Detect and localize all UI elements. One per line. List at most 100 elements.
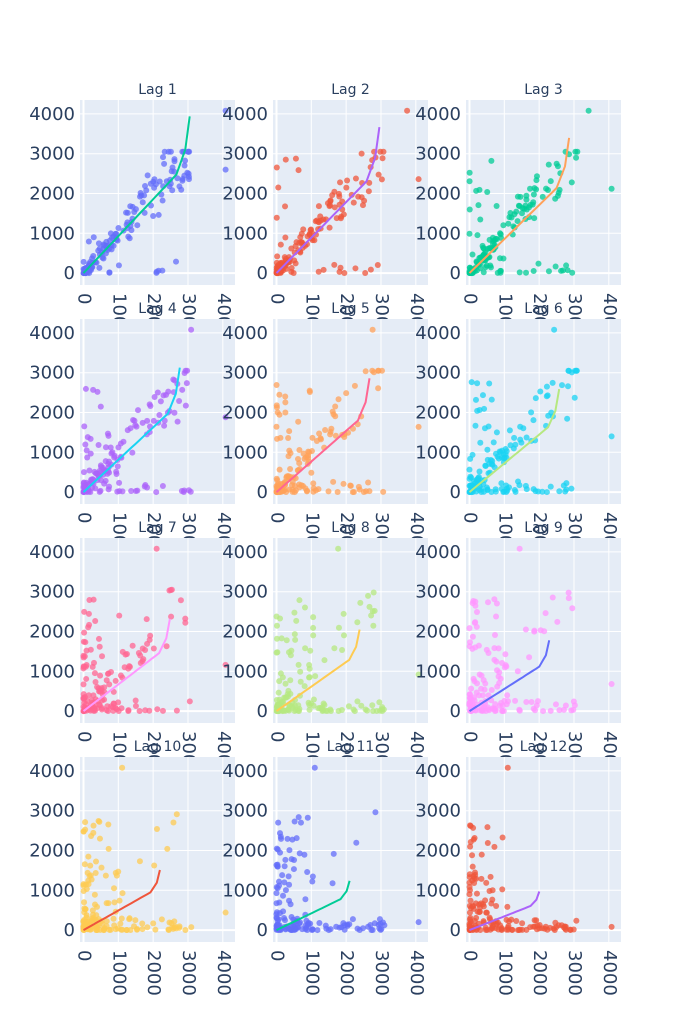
scatter-point (142, 646, 149, 653)
scatter-point (297, 668, 304, 675)
y-tick-label: 4000 (222, 542, 268, 563)
x-tick-label: 3000 (371, 950, 392, 996)
scatter-point (106, 681, 113, 688)
y-tick-label: 0 (450, 701, 461, 722)
scatter-point (317, 436, 324, 443)
scatter-point (506, 427, 513, 434)
x-tick-label: 0 (459, 293, 480, 304)
scatter-point (608, 433, 615, 440)
scatter-point (295, 702, 302, 709)
x-tick-label: 0 (266, 293, 287, 304)
scatter-point (103, 900, 110, 907)
scatter-point (81, 423, 88, 430)
x-tick-label: 0 (73, 293, 94, 304)
scatter-point (127, 425, 134, 432)
y-tick-label: 1000 (415, 880, 461, 901)
scatter-markers (80, 107, 229, 277)
scatter-point (568, 485, 575, 492)
scatter-point (311, 237, 318, 244)
scatter-point (474, 232, 481, 239)
scatter-point (282, 234, 289, 241)
scatter-point (80, 652, 87, 659)
scatter-point (500, 222, 507, 229)
scatter-point (91, 468, 98, 475)
scatter-point (505, 220, 512, 227)
scatter-point (486, 914, 493, 921)
scatter-point (302, 645, 309, 652)
scatter-point (346, 921, 353, 928)
scatter-point (152, 181, 159, 188)
scatter-point (176, 397, 183, 404)
scatter-point (161, 148, 168, 155)
scatter-point (522, 482, 529, 489)
scatter-point (83, 447, 90, 454)
scatter-point (170, 819, 177, 826)
scatter-point (492, 701, 499, 708)
scatter-point (479, 692, 486, 699)
scatter-point (95, 240, 102, 247)
y-tick-label: 3000 (29, 582, 75, 603)
scatter-point (568, 179, 575, 186)
scatter-point (504, 692, 511, 699)
scatter-point (286, 881, 293, 888)
scatter-point (499, 886, 506, 893)
subplot-title: Lag 11 (327, 739, 375, 755)
scatter-point (273, 890, 280, 897)
scatter-point (366, 179, 373, 186)
scatter-point (273, 164, 280, 171)
scatter-point (182, 615, 189, 622)
scatter-point (307, 647, 314, 654)
scatter-point (274, 861, 281, 868)
scatter-point (282, 409, 289, 416)
scatter-point (338, 924, 345, 931)
scatter-point (301, 604, 308, 611)
scatter-point (487, 264, 494, 271)
scatter-point (282, 694, 289, 701)
trend-line (469, 891, 541, 932)
scatter-point (159, 482, 166, 489)
scatter-point (174, 418, 181, 425)
scatter-point (327, 431, 334, 438)
scatter-point (471, 834, 478, 841)
scatter-point (482, 264, 489, 271)
scatter-point (415, 919, 422, 926)
scatter-point (554, 618, 561, 625)
scatter-point (147, 632, 154, 639)
scatter-point (466, 230, 473, 237)
scatter-point (83, 912, 90, 919)
scatter-point (545, 161, 552, 168)
scatter-point (116, 612, 123, 619)
scatter-point (354, 925, 361, 932)
scatter-point (474, 380, 481, 387)
scatter-point (549, 594, 556, 601)
subplot-title: Lag 7 (138, 520, 177, 536)
scatter-point (467, 839, 474, 846)
scatter-point (500, 707, 507, 714)
scatter-point (483, 909, 490, 916)
scatter-point (128, 487, 135, 494)
scatter-point (275, 689, 282, 696)
scatter-point (291, 489, 298, 496)
scatter-point (573, 917, 580, 924)
plot-background (80, 757, 235, 942)
scatter-point (493, 203, 500, 210)
scatter-point (143, 616, 150, 623)
scatter-point (497, 449, 504, 456)
scatter-point (82, 819, 89, 826)
scatter-point (329, 880, 336, 887)
scatter-point (533, 702, 540, 709)
scatter-point (82, 385, 89, 392)
scatter-point (171, 918, 178, 925)
scatter-point (88, 266, 95, 273)
scatter-point (121, 664, 128, 671)
scatter-point (91, 891, 98, 898)
scatter-point (184, 367, 191, 374)
scatter-point (343, 390, 350, 397)
scatter-point (81, 861, 88, 868)
x-tick-label: 0 (73, 731, 94, 742)
scatter-point (415, 423, 422, 430)
scatter-point (183, 380, 190, 387)
y-tick-label: 3000 (222, 144, 268, 165)
